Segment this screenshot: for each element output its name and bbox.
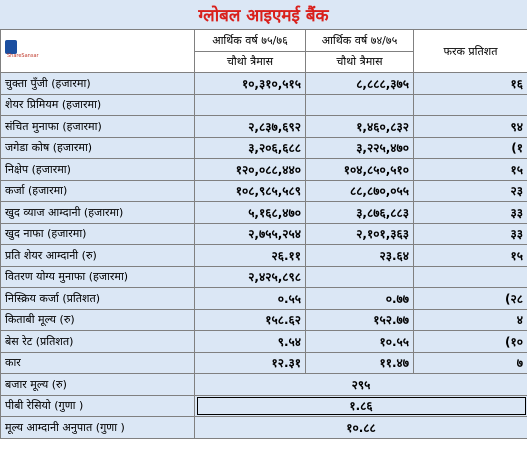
row-value-current: ५,१६८,४७० — [194, 201, 306, 224]
row-value-current: २,८३७,६९२ — [194, 115, 306, 138]
row-value-previous: १,४६०,८३२ — [305, 115, 414, 138]
header-row-1: ShareSansar आर्थिक वर्ष ७५/७६ आर्थिक वर्… — [0, 29, 527, 73]
row-value-previous: ३,२२५,४७० — [305, 136, 414, 159]
row-value-previous: ८८,८७०,०५५ — [305, 179, 414, 202]
row-label: वितरण योग्य मुनाफा (हजारमा) — [0, 265, 195, 288]
row-label: खुद व्याज आम्दानी (हजारमा) — [0, 201, 195, 224]
row-label: बेस रेट (प्रतिशत) — [0, 330, 195, 353]
row-label: निस्क्रिय कर्जा (प्रतिशत) — [0, 287, 195, 310]
row-value-current: २,७५५,२५४ — [194, 222, 306, 245]
table-row: खुद व्याज आम्दानी (हजारमा) ५,१६८,४७० ३,८… — [0, 201, 527, 224]
row-label: निक्षेप (हजारमा) — [0, 158, 195, 181]
row-percent: (१ — [413, 136, 527, 159]
row-percent: ७ — [413, 351, 527, 374]
logo-icon: ShareSansar — [5, 40, 39, 60]
row-value-previous: ८,८८८,३७५ — [305, 72, 414, 95]
table-row: शेयर प्रिमियम (हजारमा) — [0, 93, 527, 116]
row-value-current: १०८,९८५,५८९ — [194, 179, 306, 202]
financial-table: ShareSansar आर्थिक वर्ष ७५/७६ आर्थिक वर्… — [0, 29, 527, 439]
row-percent — [413, 265, 527, 288]
row-value-previous: १०४,८५०,५१० — [305, 158, 414, 181]
row-value-previous: १५२.७७ — [305, 308, 414, 331]
logo-cell: ShareSansar — [0, 29, 195, 73]
row-value-current: १५८.६२ — [194, 308, 306, 331]
row-percent — [413, 93, 527, 116]
header-fy-7475: आर्थिक वर्ष ७४/७५ — [305, 29, 414, 52]
row-label: कार — [0, 351, 195, 374]
row-percent: ४ — [413, 308, 527, 331]
merged-row: मूल्य आम्दानी अनुपात (गुणा ) १०.८८ — [0, 416, 527, 439]
table-row: चुक्ता पुँजी (हजारमा) १०,३१०,५१५ ८,८८८,३… — [0, 72, 527, 95]
row-value-current: ३,२०६,६८८ — [194, 136, 306, 159]
header-fy-7576: आर्थिक वर्ष ७५/७६ — [194, 29, 306, 52]
row-value-previous — [305, 265, 414, 288]
row-value-merged: १०.८८ — [194, 416, 527, 439]
row-label: पीबी रेसियो (गुणा ) — [0, 394, 195, 417]
row-percent: १५ — [413, 244, 527, 267]
row-value-current — [194, 93, 306, 116]
row-label: शेयर प्रिमियम (हजारमा) — [0, 93, 195, 116]
header-q4-7576: चौथो त्रैमास — [194, 50, 306, 73]
row-label: मूल्य आम्दानी अनुपात (गुणा ) — [0, 416, 195, 439]
row-label: कर्जा (हजारमा) — [0, 179, 195, 202]
row-value-previous: १०.५५ — [305, 330, 414, 353]
table-row: बेस रेट (प्रतिशत) ९.५४ १०.५५ (१० — [0, 330, 527, 353]
table-row: किताबी मूल्य (रु) १५८.६२ १५२.७७ ४ — [0, 308, 527, 331]
header-q4-7475: चौथो त्रैमास — [305, 50, 414, 73]
merged-row: पीबी रेसियो (गुणा ) १.८६ — [0, 394, 527, 417]
table-row: संचित मुनाफा (हजारमा) २,८३७,६९२ १,४६०,८३… — [0, 115, 527, 138]
row-value-current: ०.५५ — [194, 287, 306, 310]
table-row: प्रति शेयर आम्दानी (रु) २६.११ २३.६४ १५ — [0, 244, 527, 267]
row-percent: ३३ — [413, 222, 527, 245]
row-percent: ९४ — [413, 115, 527, 138]
row-value-current: १२०,०८८,४४० — [194, 158, 306, 181]
merged-row: बजार मूल्य (रु) २९५ — [0, 373, 527, 396]
row-percent: १६ — [413, 72, 527, 95]
row-percent: (१० — [413, 330, 527, 353]
row-label: संचित मुनाफा (हजारमा) — [0, 115, 195, 138]
table-row: जगेडा कोष (हजारमा) ३,२०६,६८८ ३,२२५,४७० (… — [0, 136, 527, 159]
row-value-current: २,४२५,८९८ — [194, 265, 306, 288]
row-percent: ३३ — [413, 201, 527, 224]
table-row: कर्जा (हजारमा) १०८,९८५,५८९ ८८,८७०,०५५ २३ — [0, 179, 527, 202]
header-row-2: चौथो त्रैमास चौथो त्रैमास — [1, 50, 527, 73]
row-label: जगेडा कोष (हजारमा) — [0, 136, 195, 159]
title-bar — [0, 0, 527, 29]
row-label: बजार मूल्य (रु) — [0, 373, 195, 396]
row-value-merged: २९५ — [194, 373, 527, 396]
row-value-previous: ३,८७६,८८३ — [305, 201, 414, 224]
row-percent: (२८ — [413, 287, 527, 310]
row-value-previous — [305, 93, 414, 116]
row-value-current: ९.५४ — [194, 330, 306, 353]
table-row: कार १२.३१ ११.४७ ७ — [0, 351, 527, 374]
row-label: किताबी मूल्य (रु) — [0, 308, 195, 331]
row-value-previous: ११.४७ — [305, 351, 414, 374]
row-percent: १५ — [413, 158, 527, 181]
table-row: निस्क्रिय कर्जा (प्रतिशत) ०.५५ ०.७७ (२८ — [0, 287, 527, 310]
row-value-merged: १.८६ — [194, 394, 527, 417]
row-label: प्रति शेयर आम्दानी (रु) — [0, 244, 195, 267]
row-percent: २३ — [413, 179, 527, 202]
row-value-current: १२.३१ — [194, 351, 306, 374]
table-row: निक्षेप (हजारमा) १२०,०८८,४४० १०४,८५०,५१०… — [0, 158, 527, 181]
table-row: वितरण योग्य मुनाफा (हजारमा) २,४२५,८९८ — [0, 265, 527, 288]
row-label: चुक्ता पुँजी (हजारमा) — [0, 72, 195, 95]
row-value-previous: २३.६४ — [305, 244, 414, 267]
row-value-previous: २,१०१,३६३ — [305, 222, 414, 245]
row-value-current: २६.११ — [194, 244, 306, 267]
header-diff-percent: फरक प्रतिशत — [413, 29, 527, 73]
row-value-current: १०,३१०,५१५ — [194, 72, 306, 95]
row-value-previous: ०.७७ — [305, 287, 414, 310]
row-label: खुद नाफा (हजारमा) — [0, 222, 195, 245]
table-row: खुद नाफा (हजारमा) २,७५५,२५४ २,१०१,३६३ ३३ — [0, 222, 527, 245]
page-title: ग्लोबल आइएमई बैंक — [198, 6, 329, 26]
